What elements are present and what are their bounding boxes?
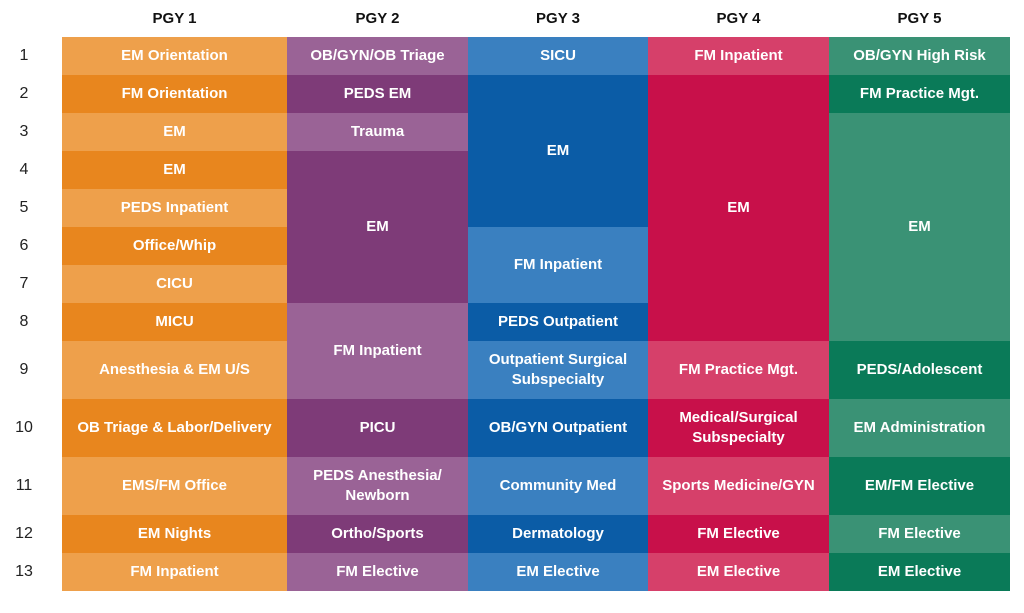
rotation-cell: PEDS Outpatient bbox=[468, 303, 648, 341]
row-number: 5 bbox=[19, 199, 29, 216]
rotation-cell: PEDS Anesthesia/ Newborn bbox=[287, 457, 468, 515]
column-header-pgy1: PGY 1 bbox=[152, 10, 197, 27]
row-number: 6 bbox=[19, 237, 29, 254]
rotation-cell: EM Elective bbox=[829, 553, 1010, 591]
rotation-cell: FM Practice Mgt. bbox=[829, 75, 1010, 113]
rotation-cell: OB/GYN/OB Triage bbox=[287, 37, 468, 75]
row-number: 3 bbox=[19, 123, 29, 140]
rotation-cell: SICU bbox=[468, 37, 648, 75]
rotation-cell: EM bbox=[287, 151, 468, 303]
row-number: 7 bbox=[19, 275, 29, 292]
row-number: 1 bbox=[19, 47, 29, 64]
rotation-cell: Office/Whip bbox=[62, 227, 287, 265]
row-number: 13 bbox=[15, 563, 33, 580]
rotation-cell: FM Practice Mgt. bbox=[648, 341, 829, 399]
row-number: 8 bbox=[19, 313, 29, 330]
rotation-cell: Medical/Surgical Subspecialty bbox=[648, 399, 829, 457]
column-header-pgy5: PGY 5 bbox=[897, 10, 942, 27]
rotation-cell: EM bbox=[648, 75, 829, 341]
rotation-cell: Dermatology bbox=[468, 515, 648, 553]
rotation-cell: FM Inpatient bbox=[648, 37, 829, 75]
rotation-cell: PEDS EM bbox=[287, 75, 468, 113]
row-number: 9 bbox=[19, 361, 29, 378]
rotation-cell: EM Elective bbox=[468, 553, 648, 591]
rotation-cell: FM Inpatient bbox=[62, 553, 287, 591]
rotation-cell: EM Administration bbox=[829, 399, 1010, 457]
rotation-cell: Trauma bbox=[287, 113, 468, 151]
rotation-cell: FM Elective bbox=[287, 553, 468, 591]
rotation-cell: EM Nights bbox=[62, 515, 287, 553]
rotation-cell: Ortho/Sports bbox=[287, 515, 468, 553]
rotation-cell: FM Inpatient bbox=[287, 303, 468, 399]
rotation-cell: Sports Medicine/GYN bbox=[648, 457, 829, 515]
rotation-cell: OB/GYN Outpatient bbox=[468, 399, 648, 457]
row-number: 10 bbox=[15, 419, 33, 436]
column-header-pgy4: PGY 4 bbox=[716, 10, 761, 27]
rotation-cell: CICU bbox=[62, 265, 287, 303]
rotation-cell: EM bbox=[62, 113, 287, 151]
column-header-pgy3: PGY 3 bbox=[536, 10, 580, 27]
rotation-cell: EM bbox=[62, 151, 287, 189]
rotation-cell: Anesthesia & EM U/S bbox=[62, 341, 287, 399]
column-header-pgy2: PGY 2 bbox=[355, 10, 400, 27]
rotation-cell: PICU bbox=[287, 399, 468, 457]
rotation-cell: FM Orientation bbox=[62, 75, 287, 113]
rotation-cell: OB/GYN High Risk bbox=[829, 37, 1010, 75]
rotation-cell: FM Elective bbox=[648, 515, 829, 553]
rotation-cell: FM Elective bbox=[829, 515, 1010, 553]
rotation-cell: Outpatient Surgical Subspecialty bbox=[468, 341, 648, 399]
rotation-cell: FM Inpatient bbox=[468, 227, 648, 303]
rotation-cell: EM bbox=[468, 75, 648, 227]
row-number: 12 bbox=[15, 525, 33, 542]
rotation-cell: PEDS/Adolescent bbox=[829, 341, 1010, 399]
row-number: 4 bbox=[19, 161, 29, 178]
rotation-cell: EM Orientation bbox=[62, 37, 287, 75]
rotation-schedule-table: PGY 1 PGY 2 PGY 3 PGY 4 PGY 5 1 2 3 4 5 6 7 8 9 10 11 12… bbox=[15, 10, 1010, 591]
rotation-cell: EM bbox=[829, 113, 1010, 341]
rotation-cell: EM Elective bbox=[648, 553, 829, 591]
rotation-cell: MICU bbox=[62, 303, 287, 341]
rotation-cell: OB Triage & Labor/Delivery bbox=[62, 399, 287, 457]
rotation-cell: PEDS Inpatient bbox=[62, 189, 287, 227]
row-number: 11 bbox=[15, 477, 33, 494]
rotation-cell: Community Med bbox=[468, 457, 648, 515]
rotation-cell: EMS/FM Office bbox=[62, 457, 287, 515]
rotation-cell: EM/FM Elective bbox=[829, 457, 1010, 515]
row-number: 2 bbox=[19, 85, 29, 102]
